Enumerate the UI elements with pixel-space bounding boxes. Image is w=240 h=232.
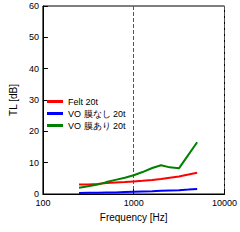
svg-text:10000: 10000 [212, 198, 237, 208]
svg-text:60: 60 [29, 1, 39, 11]
svg-text:Felt 20t: Felt 20t [68, 97, 99, 107]
svg-text:VO 膜なし 20t: VO 膜なし 20t [68, 109, 126, 119]
svg-text:100: 100 [35, 198, 50, 208]
svg-text:20: 20 [29, 126, 39, 136]
svg-text:30: 30 [29, 95, 39, 105]
svg-text:50: 50 [29, 32, 39, 42]
svg-text:VO 膜あり 20t: VO 膜あり 20t [68, 121, 126, 131]
svg-text:1000: 1000 [124, 198, 144, 208]
svg-text:40: 40 [29, 64, 39, 74]
svg-text:TL [dB]: TL [dB] [8, 84, 19, 116]
svg-text:Frequency [Hz]: Frequency [Hz] [100, 212, 168, 223]
svg-text:0: 0 [33, 189, 39, 199]
svg-text:10: 10 [29, 158, 39, 168]
